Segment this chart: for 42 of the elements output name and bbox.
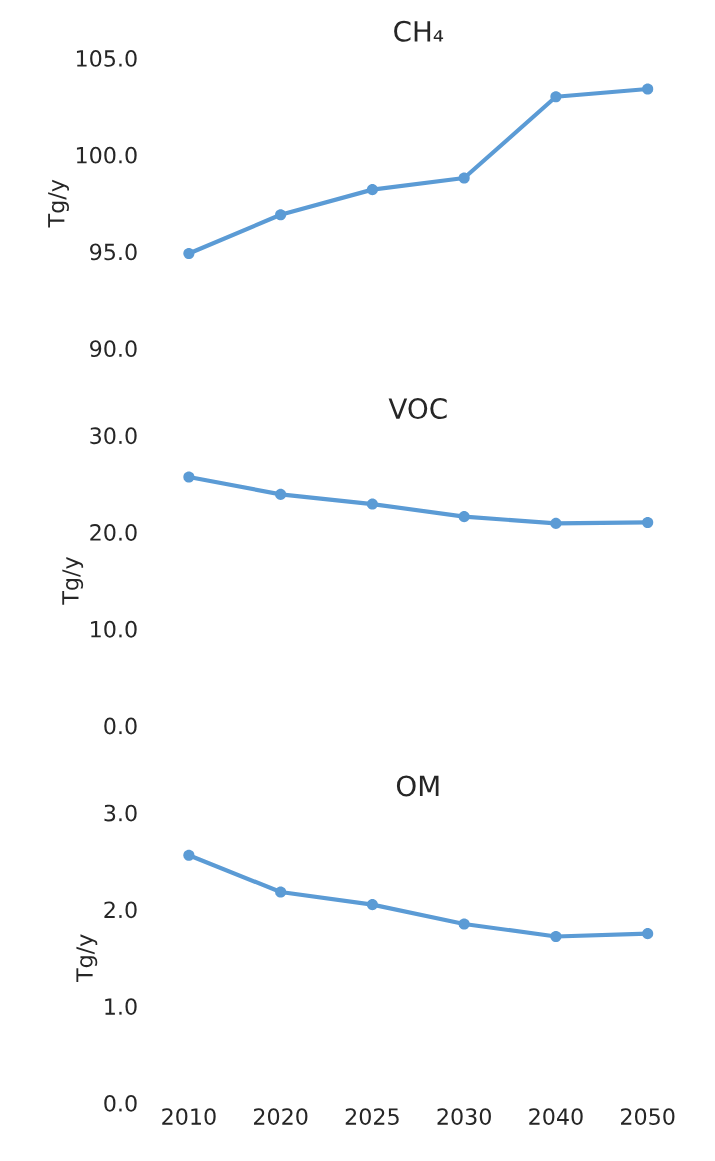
y-tick-label: 20.0 — [90, 524, 137, 541]
y-tick-label: 3.0 — [104, 804, 137, 822]
point — [275, 209, 287, 221]
point — [550, 91, 562, 103]
point — [458, 511, 470, 523]
y-tick-label: 30.0 — [90, 427, 137, 445]
y-tick-label: 100.0 — [76, 146, 137, 164]
y-tick-label: 0.0 — [104, 717, 137, 735]
point — [366, 498, 378, 510]
chart-title: CH₄ — [394, 20, 444, 42]
point — [275, 886, 287, 898]
point — [458, 172, 470, 184]
point — [183, 247, 195, 260]
x-tick-label: 2040 — [529, 1108, 583, 1126]
point — [183, 849, 195, 861]
point — [550, 930, 562, 943]
chart-title: OM — [396, 775, 439, 797]
y-tick-label: 105.0 — [76, 50, 137, 67]
y-tick-label: 0.0 — [104, 1094, 137, 1112]
x-tick-label: 2025 — [345, 1108, 399, 1126]
point — [642, 928, 654, 940]
point — [642, 83, 654, 95]
x-tick-label: 2020 — [253, 1108, 308, 1126]
y-tick-label: 1.0 — [105, 998, 137, 1015]
y-tick-label: 2.0 — [104, 901, 137, 919]
y-axis-title: Tg/y — [76, 934, 98, 983]
point — [183, 471, 195, 483]
point — [642, 516, 654, 529]
x-tick-label: 2010 — [162, 1108, 216, 1126]
y-tick-label: 95.0 — [90, 243, 137, 261]
point — [366, 184, 378, 196]
point — [458, 918, 470, 930]
point — [550, 517, 562, 529]
y-tick-label: 90.0 — [90, 340, 137, 358]
x-tick-label: 2050 — [621, 1108, 675, 1126]
y-axis-title: Tg/y — [48, 179, 69, 228]
point — [275, 488, 287, 500]
point — [366, 899, 378, 911]
y-axis-title: Tg/y — [62, 557, 84, 605]
x-tick-label: 2030 — [437, 1108, 491, 1126]
chart-title: VOC — [388, 398, 447, 420]
y-tick-label: 10.0 — [91, 620, 137, 638]
